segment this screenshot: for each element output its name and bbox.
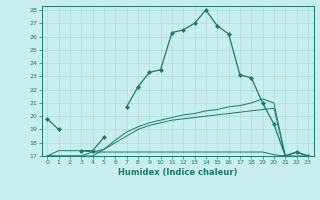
X-axis label: Humidex (Indice chaleur): Humidex (Indice chaleur): [118, 168, 237, 177]
